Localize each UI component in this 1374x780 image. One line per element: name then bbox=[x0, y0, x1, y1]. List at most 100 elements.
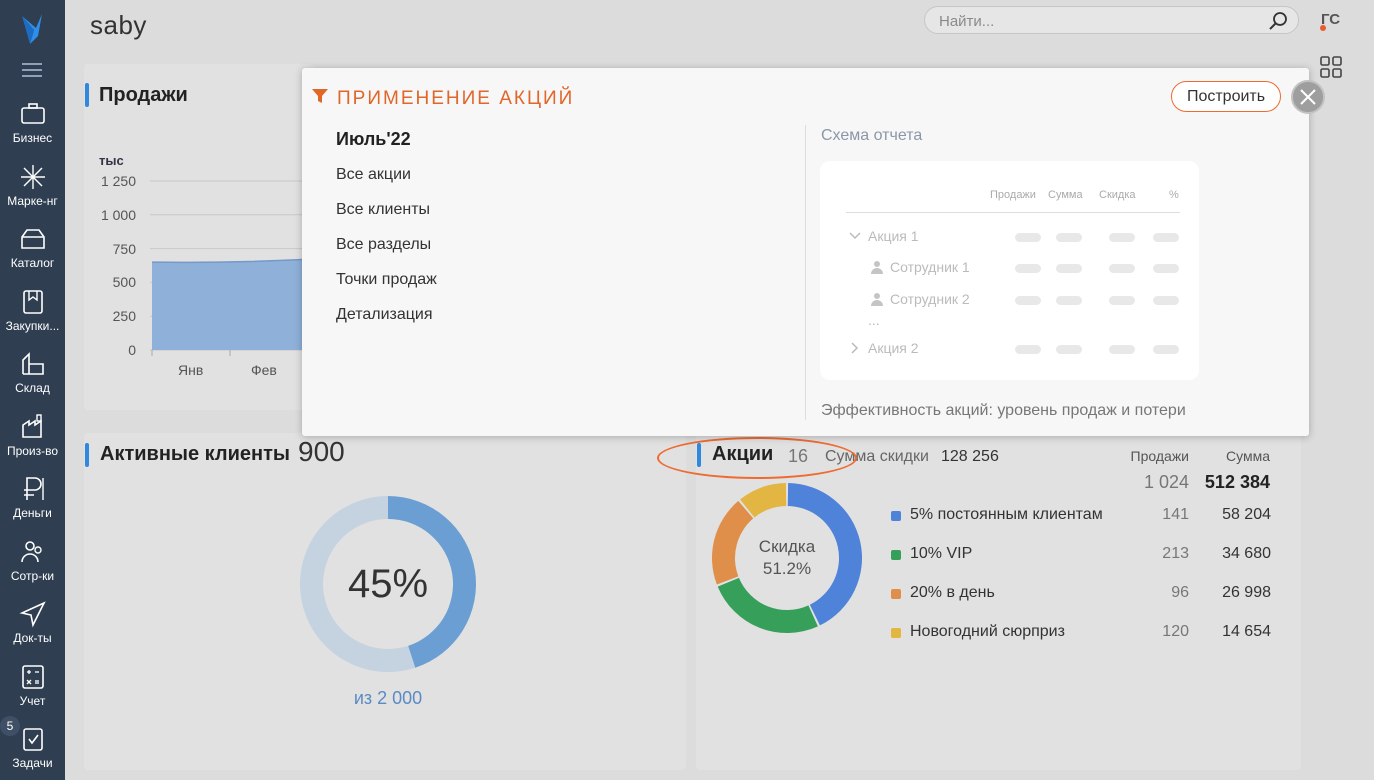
chevron-down-icon bbox=[849, 232, 861, 240]
hamburger-menu-icon[interactable] bbox=[22, 63, 42, 77]
promo-sales: 141 bbox=[1162, 506, 1189, 523]
apps-grid-icon[interactable] bbox=[1320, 56, 1342, 78]
scheme-placeholder-value bbox=[1153, 296, 1179, 305]
sales-area-series bbox=[152, 259, 305, 350]
search-input[interactable] bbox=[939, 11, 1239, 31]
promo-sales: 96 bbox=[1171, 584, 1189, 601]
sidebar-item-label: Бизнес bbox=[12, 131, 53, 145]
saby-logo-icon[interactable] bbox=[12, 8, 52, 48]
legend-color-swatch bbox=[891, 589, 901, 599]
filter-item[interactable]: Все акции bbox=[336, 166, 411, 183]
scheme-header-line bbox=[846, 212, 1180, 213]
promo-slice-2[interactable] bbox=[717, 577, 818, 633]
donut-center: Скидка 51.2% bbox=[735, 536, 839, 580]
promo-donut[interactable] bbox=[711, 482, 863, 634]
scheme-placeholder-value bbox=[1056, 264, 1082, 273]
paper-plane-icon bbox=[18, 601, 46, 628]
sidebar-item-label: Задачи bbox=[12, 756, 53, 770]
person-icon bbox=[871, 293, 883, 306]
sidebar-item-7[interactable]: Деньги bbox=[0, 475, 65, 535]
build-button[interactable]: Построить bbox=[1171, 81, 1281, 112]
filter-item[interactable]: Детализация bbox=[336, 306, 433, 323]
sidebar-item-1[interactable]: Бизнес bbox=[0, 100, 65, 160]
scheme-placeholder-value bbox=[1015, 233, 1041, 242]
sales-x-tick: Фев bbox=[251, 362, 277, 378]
scheme-title: Схема отчета bbox=[821, 127, 923, 144]
user-avatar[interactable]: ГС bbox=[1321, 11, 1341, 28]
scheme-header: Продажи bbox=[990, 189, 1036, 201]
promo-slice-1[interactable] bbox=[787, 483, 862, 626]
sidebar-item-11[interactable]: Задачи bbox=[0, 725, 65, 780]
sales-panel bbox=[84, 64, 314, 410]
scheme-placeholder-value bbox=[1109, 296, 1135, 305]
scheme-placeholder-value bbox=[1153, 264, 1179, 273]
filter-item[interactable]: Точки продаж bbox=[336, 271, 437, 288]
col-header-sales: Продажи bbox=[1130, 448, 1189, 464]
filter-item[interactable]: Все клиенты bbox=[336, 201, 431, 218]
scheme-placeholder-value bbox=[1153, 345, 1179, 354]
sidebar-item-label: Док-ты bbox=[13, 631, 52, 645]
ruble-icon bbox=[23, 477, 44, 500]
sidebar-item-2[interactable]: Марке-нг bbox=[0, 163, 65, 223]
sales-y-unit: тыс bbox=[99, 153, 124, 168]
scheme-placeholder-value bbox=[1056, 345, 1082, 354]
promo-sum: 58 204 bbox=[1222, 506, 1271, 523]
close-icon[interactable] bbox=[1293, 82, 1323, 112]
scheme-row: Акция 2 bbox=[868, 340, 919, 356]
sidebar-item-label: Склад bbox=[15, 381, 50, 395]
sidebar-item-8[interactable]: Сотр-ки bbox=[0, 538, 65, 598]
search-icon[interactable] bbox=[1268, 11, 1288, 31]
sidebar-item-5[interactable]: Склад bbox=[0, 350, 65, 410]
search-box[interactable] bbox=[924, 6, 1299, 34]
legend-color-swatch bbox=[891, 511, 901, 521]
scheme-placeholder-value bbox=[1056, 296, 1082, 305]
inactive-clients-arc[interactable] bbox=[300, 496, 416, 672]
filter-funnel-icon bbox=[312, 89, 328, 103]
sidebar-item-label: Произ-во bbox=[6, 444, 59, 458]
close-button[interactable] bbox=[1291, 80, 1325, 114]
sales-accent bbox=[85, 83, 89, 107]
active-clients-total: из 2 000 bbox=[353, 688, 423, 708]
total-sales: 1 024 bbox=[1143, 472, 1189, 492]
popup-divider bbox=[805, 125, 806, 420]
filter-period[interactable]: Июль'22 bbox=[336, 129, 411, 149]
promo-name: 10% VIP bbox=[910, 545, 973, 562]
active-clients-panel bbox=[84, 433, 686, 770]
sidebar-item-3[interactable]: Каталог bbox=[0, 225, 65, 285]
sparkle-icon bbox=[20, 165, 45, 189]
highlight-annotation bbox=[657, 437, 857, 479]
active-clients-donut[interactable] bbox=[300, 496, 476, 672]
calculator-icon bbox=[21, 665, 44, 689]
promo-slice-4[interactable] bbox=[740, 483, 787, 518]
sales-title[interactable]: Продажи bbox=[99, 84, 188, 106]
sidebar-item-9[interactable]: Док-ты bbox=[0, 600, 65, 660]
active-clients-arc[interactable] bbox=[388, 496, 476, 668]
sales-y-tick: 750 bbox=[112, 240, 136, 257]
sidebar-item-6[interactable]: Произ-во bbox=[0, 413, 65, 473]
scheme-placeholder-value bbox=[1015, 345, 1041, 354]
catalog-box-icon bbox=[20, 229, 45, 249]
people-icon bbox=[20, 541, 42, 563]
sales-chart bbox=[150, 180, 310, 356]
chevron-right-icon bbox=[851, 342, 859, 354]
promo-name: 5% постоянным клиентам bbox=[910, 506, 1103, 523]
sidebar-item-10[interactable]: Учет bbox=[0, 663, 65, 723]
sales-y-tick: 0 bbox=[128, 342, 136, 358]
sidebar-item-label: Марке-нг bbox=[7, 194, 58, 208]
sidebar-item-4[interactable]: Закупки... bbox=[0, 288, 65, 348]
active-clients-title[interactable]: Активные клиенты bbox=[100, 443, 291, 465]
report-popup: ПРИМЕНЕНИЕ АКЦИЙ Построить Июль'22 Все ак… bbox=[302, 68, 1309, 436]
scheme-row: Сотрудник 2 bbox=[890, 291, 970, 307]
filter-item[interactable]: Все разделы bbox=[336, 236, 432, 253]
briefcase-icon bbox=[20, 103, 45, 124]
promo-sales: 120 bbox=[1162, 623, 1189, 640]
active-clients-count: 900 bbox=[298, 436, 345, 467]
scheme-placeholder-value bbox=[1056, 233, 1082, 242]
promo-slice-3[interactable] bbox=[712, 500, 754, 585]
donut-center-label: Скидка bbox=[758, 537, 816, 556]
scheme-preview: Продажи Сумма Скидка% Акция 1 Сотрудник 1 Со… bbox=[820, 161, 1199, 380]
active-clients-percent: 45% bbox=[347, 562, 429, 606]
person-icon bbox=[871, 261, 883, 274]
clients-accent bbox=[85, 443, 89, 467]
sales-y-tick: 1 250 bbox=[100, 173, 136, 189]
